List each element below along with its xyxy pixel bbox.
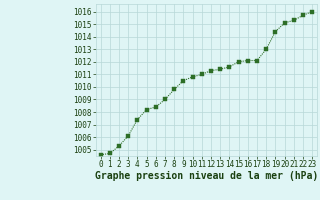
X-axis label: Graphe pression niveau de la mer (hPa): Graphe pression niveau de la mer (hPa) <box>95 171 318 181</box>
